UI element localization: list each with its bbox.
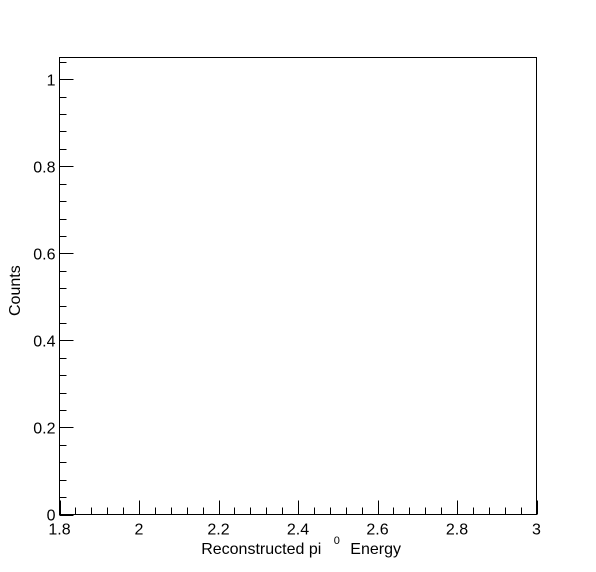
x-tick-label: 2.6 — [366, 522, 388, 539]
x-tick-label: 2 — [135, 522, 144, 539]
y-axis-label: Counts — [7, 265, 24, 316]
y-tick-label: 0.8 — [33, 159, 55, 176]
x-axis-ticks — [60, 500, 538, 515]
x-axis-label-main: Reconstructed pi — [201, 541, 321, 558]
y-tick-label: 0.6 — [33, 246, 55, 263]
x-axis-tick-labels: 1.8 2 2.2 2.4 2.6 2.8 3 — [48, 522, 541, 539]
y-axis-tick-labels: 0 0.2 0.4 0.6 0.8 1 — [33, 72, 55, 524]
x-tick-label: 2.4 — [287, 522, 309, 539]
y-tick-label: 0.4 — [33, 333, 55, 350]
y-tick-label: 0 — [47, 508, 56, 525]
x-tick-label: 3 — [532, 522, 541, 539]
y-axis-ticks — [59, 62, 74, 516]
y-tick-label: 1 — [47, 72, 56, 89]
plot-frame — [59, 57, 537, 515]
x-axis-label-suffix: Energy — [350, 541, 401, 558]
x-axis-label: Reconstructed pi 0 Energy — [201, 531, 401, 558]
x-axis-label-superscript: 0 — [334, 535, 340, 547]
x-tick-label: 1.8 — [48, 522, 70, 539]
y-tick-label: 0.2 — [33, 420, 55, 437]
x-tick-label: 2.8 — [446, 522, 468, 539]
x-tick-label: 2.2 — [207, 522, 229, 539]
